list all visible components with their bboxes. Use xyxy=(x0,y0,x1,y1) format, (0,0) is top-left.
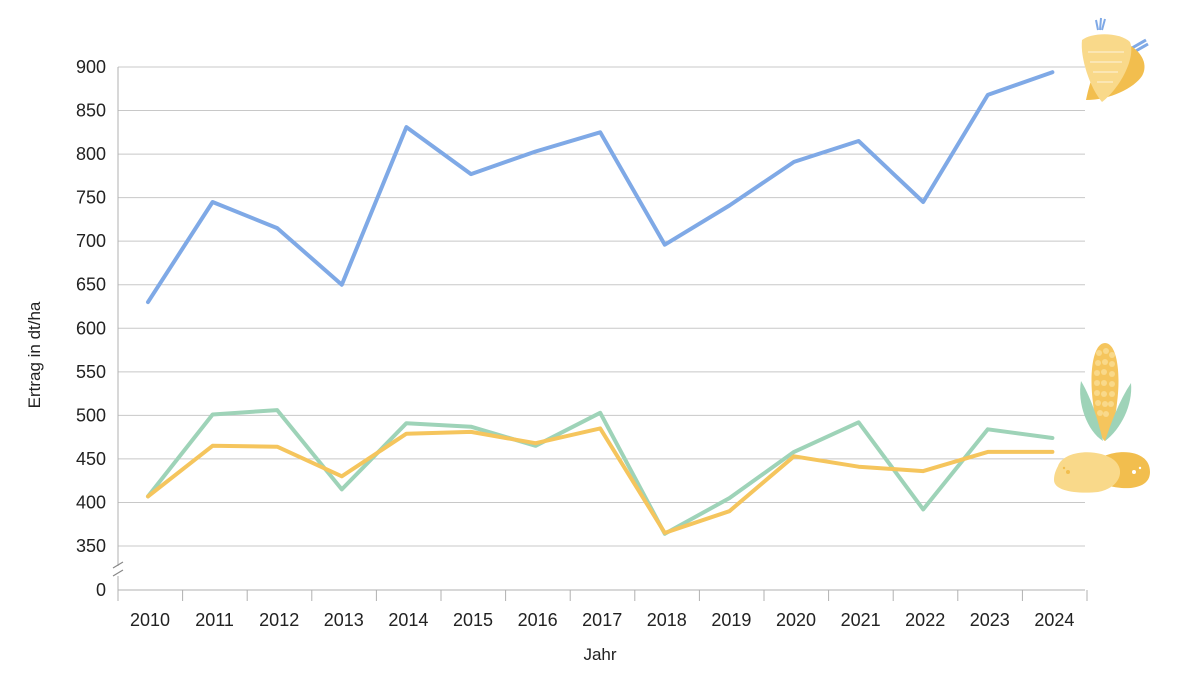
y-tick-label: 800 xyxy=(76,144,106,164)
x-tick-label: 2023 xyxy=(970,610,1010,630)
x-tick-label: 2022 xyxy=(905,610,945,630)
x-tick-label: 2015 xyxy=(453,610,493,630)
y-tick-label: 400 xyxy=(76,492,106,512)
x-tick-label: 2011 xyxy=(195,610,234,630)
x-axis-label: Jahr xyxy=(583,645,616,664)
sugar-beet-icon xyxy=(1081,17,1149,102)
x-tick-label: 2024 xyxy=(1034,610,1074,630)
y-tick-label: 350 xyxy=(76,536,106,556)
x-tick-label: 2012 xyxy=(259,610,299,630)
y-tick-label: 0 xyxy=(96,580,106,600)
y-tick-label: 650 xyxy=(76,275,106,295)
x-tick-label: 2016 xyxy=(518,610,558,630)
x-tick-label: 2017 xyxy=(582,610,622,630)
y-tick-label: 500 xyxy=(76,405,106,425)
y-tick-label: 850 xyxy=(76,101,106,121)
x-tick-label: 2010 xyxy=(130,610,170,630)
corn-series-line xyxy=(146,408,1055,536)
y-tick-labels: 0 350 400 450 500 550 600 650 700 750 800 850 900 xyxy=(76,57,106,600)
y-axis-label: Ertrag in dt/ha xyxy=(25,301,44,408)
x-tick-label: 2019 xyxy=(711,610,751,630)
y-tick-label: 600 xyxy=(76,318,106,338)
potato-icon xyxy=(1054,452,1150,493)
sugar-beet-series-line xyxy=(146,70,1055,305)
axis-break-mark xyxy=(112,561,124,577)
y-tick-label: 550 xyxy=(76,362,106,382)
x-tick-label: 2018 xyxy=(647,610,687,630)
y-tick-label: 700 xyxy=(76,231,106,251)
x-tick-label: 2014 xyxy=(388,610,428,630)
y-tick-label: 750 xyxy=(76,188,106,208)
corn-icon xyxy=(1080,343,1132,441)
x-tick-label: 2021 xyxy=(841,610,881,630)
x-tick-label: 2020 xyxy=(776,610,816,630)
y-tick-label: 450 xyxy=(76,449,106,469)
x-tick-label: 2013 xyxy=(324,610,364,630)
axes xyxy=(112,67,1088,601)
series-lines xyxy=(146,70,1055,536)
potato-series-line xyxy=(146,426,1055,535)
y-tick-label: 900 xyxy=(76,57,106,77)
x-tick-labels: 2010 2011 2012 2013 2014 2015 2016 2017 2018 2019… xyxy=(130,610,1074,630)
gridlines xyxy=(118,66,1085,547)
